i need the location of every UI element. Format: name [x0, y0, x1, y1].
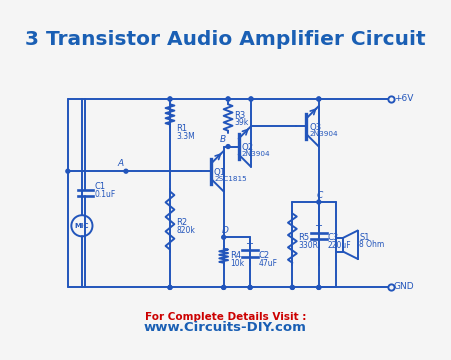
Text: +: + [245, 239, 253, 249]
Text: +6V: +6V [394, 94, 413, 103]
Circle shape [248, 285, 252, 289]
Text: D: D [222, 226, 229, 235]
Text: 10k: 10k [230, 259, 244, 268]
Text: MIC: MIC [75, 223, 89, 229]
Text: C2: C2 [259, 251, 270, 260]
Circle shape [248, 285, 252, 289]
Text: Q1: Q1 [214, 168, 226, 177]
Circle shape [290, 285, 295, 289]
Text: R4: R4 [230, 251, 241, 260]
Circle shape [168, 285, 172, 289]
Text: 220uF: 220uF [327, 241, 351, 250]
Text: 3.3M: 3.3M [176, 132, 195, 141]
Text: www.Circuits-DIY.com: www.Circuits-DIY.com [144, 320, 307, 334]
Text: 820k: 820k [176, 226, 195, 235]
Text: Q2: Q2 [241, 143, 253, 152]
Text: C: C [316, 190, 322, 199]
Circle shape [222, 285, 226, 289]
Text: 47uF: 47uF [259, 259, 278, 268]
Circle shape [124, 169, 128, 173]
Circle shape [317, 200, 321, 204]
Text: 2SC1815: 2SC1815 [214, 176, 247, 182]
Circle shape [226, 97, 230, 101]
Circle shape [168, 285, 172, 289]
Circle shape [66, 169, 70, 173]
Text: A: A [117, 159, 123, 168]
Text: For Complete Details Visit :: For Complete Details Visit : [145, 312, 306, 322]
Circle shape [317, 285, 321, 289]
Text: 2N3904: 2N3904 [309, 131, 338, 137]
Text: 3 Transistor Audio Amplifier Circuit: 3 Transistor Audio Amplifier Circuit [25, 30, 426, 49]
Circle shape [290, 285, 295, 289]
Circle shape [249, 97, 253, 101]
Text: GND: GND [394, 282, 414, 291]
Text: S1: S1 [359, 233, 370, 242]
Circle shape [317, 97, 321, 101]
Text: B: B [219, 135, 226, 144]
Circle shape [249, 97, 253, 101]
Circle shape [226, 145, 230, 148]
Text: C1: C1 [94, 182, 106, 191]
Text: 8 Ohm: 8 Ohm [359, 240, 385, 249]
Text: R1: R1 [176, 124, 187, 133]
Circle shape [168, 97, 172, 101]
Text: 39k: 39k [234, 117, 249, 126]
Text: R3: R3 [234, 111, 245, 120]
Text: R2: R2 [176, 218, 187, 227]
Text: R5: R5 [299, 233, 310, 242]
Circle shape [317, 285, 321, 289]
Text: C3: C3 [327, 233, 339, 242]
Bar [336, 238, 344, 252]
Text: 330R: 330R [299, 241, 318, 250]
Circle shape [168, 97, 172, 101]
Circle shape [222, 235, 226, 239]
Circle shape [226, 97, 230, 101]
Text: Q3: Q3 [309, 123, 322, 132]
Text: 2N3904: 2N3904 [241, 151, 270, 157]
Circle shape [317, 97, 321, 101]
Text: 0.1uF: 0.1uF [94, 190, 115, 199]
Text: +: + [314, 221, 322, 231]
Circle shape [222, 285, 226, 289]
